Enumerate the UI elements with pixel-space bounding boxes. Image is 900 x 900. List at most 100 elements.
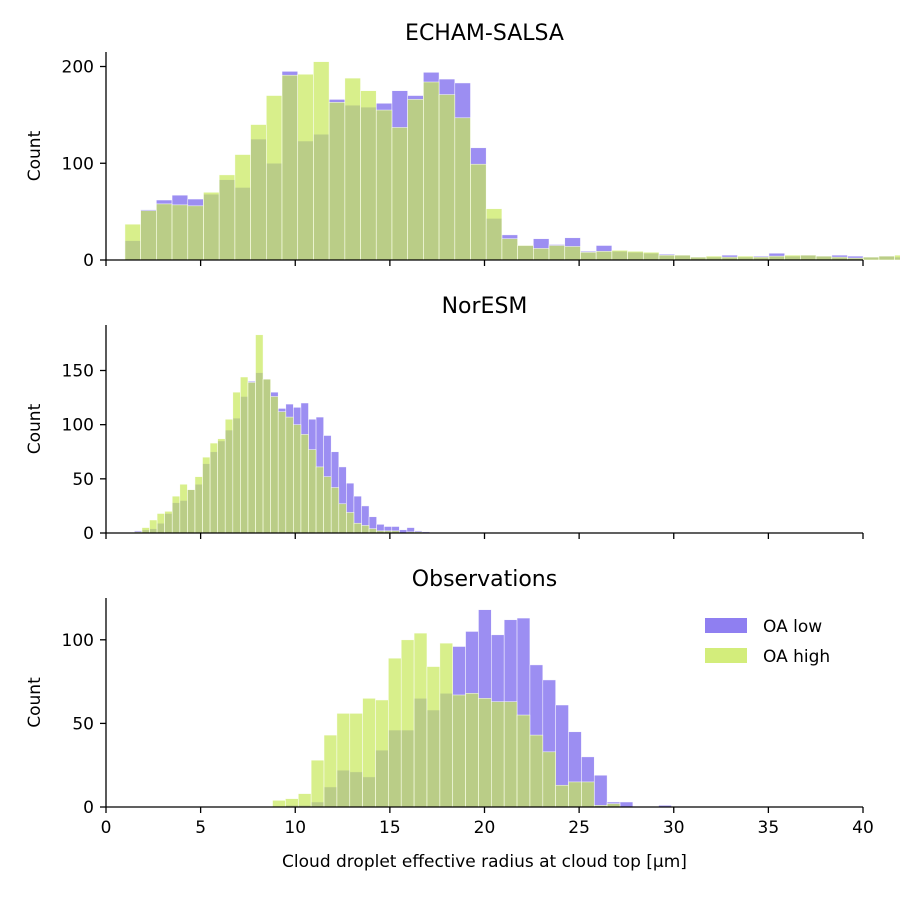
panel-3-bar-oa-high bbox=[413, 632, 428, 808]
panel-1-bar-oa-high bbox=[878, 255, 895, 261]
panel-1-bar-oa-high bbox=[894, 254, 900, 261]
panel-2-bar-oa-high bbox=[209, 442, 218, 534]
panel-3-bar-oa-high bbox=[465, 693, 479, 808]
panel-3-ylabel: Count bbox=[25, 677, 45, 728]
panel-2-bar-oa-high bbox=[361, 525, 370, 534]
panel-1-bar-oa-high bbox=[265, 95, 283, 261]
panel-1-bar-oa-high bbox=[423, 81, 440, 261]
panel-2-bar-oa-high bbox=[308, 449, 317, 534]
panel-1-bar-oa-high bbox=[580, 251, 597, 261]
panel-2-bar-oa-high bbox=[277, 411, 287, 534]
panel-1-y-tick-label: 100 bbox=[62, 154, 94, 174]
panel-1-bar-oa-high bbox=[658, 254, 675, 261]
panel-3-bar-oa-high bbox=[529, 734, 544, 808]
panel-3-bar-oa-high bbox=[542, 751, 556, 808]
panel-2-bar-oa-high bbox=[255, 334, 264, 534]
panel-3-bar-oa-low bbox=[593, 774, 608, 808]
panel-3-y-tick-label: 100 bbox=[62, 631, 94, 651]
panel-3-x-tick-label: 40 bbox=[852, 818, 874, 838]
panel-3-xlabel: Cloud droplet effective radius at cloud … bbox=[282, 852, 687, 872]
panel-1-bar-oa-high bbox=[156, 203, 173, 261]
panel-1-bar-oa-high bbox=[328, 102, 346, 261]
panel-3-bar-oa-high bbox=[516, 714, 531, 808]
panel-3-x-tick-label: 10 bbox=[284, 818, 306, 838]
panel-2-bar-oa-high bbox=[353, 522, 362, 534]
panel-3-bar-oa-high bbox=[310, 759, 325, 808]
panel-3-x-tick-label: 35 bbox=[758, 818, 780, 838]
panel-1-bar-oa-high bbox=[281, 74, 299, 261]
panel-1-bar-oa-high bbox=[391, 127, 408, 261]
panel-2-y-tick-label: 50 bbox=[72, 470, 94, 490]
panel-1-bar-oa-high bbox=[171, 204, 189, 261]
panel-3-x-tick-label: 0 bbox=[101, 818, 112, 838]
legend-label-oa-low: OA low bbox=[763, 617, 822, 637]
panel-3-x-tick-label: 30 bbox=[663, 818, 685, 838]
panel-1-bar-oa-high bbox=[784, 254, 801, 261]
panel-3-bar-oa-high bbox=[581, 781, 595, 808]
panel-2-bar-oa-high bbox=[315, 466, 324, 534]
panel-1-y-tick-label: 0 bbox=[83, 251, 94, 271]
panel-1-bar-oa-high bbox=[611, 250, 628, 261]
panel-1-bar-oa-high bbox=[517, 245, 534, 261]
panel-2-bar-oa-high bbox=[164, 511, 173, 534]
legend-label-oa-high: OA high bbox=[763, 647, 830, 667]
panel-1-title: ECHAM-SALSA bbox=[405, 21, 564, 46]
panel-2-bar-oa-high bbox=[187, 489, 196, 534]
panel-1-bar-oa-high bbox=[800, 254, 817, 261]
panel-1-bar-oa-high bbox=[548, 245, 566, 261]
panel-3-bar-oa-high bbox=[568, 781, 582, 808]
panel-1-bar-oa-high bbox=[485, 208, 503, 261]
panel-3-bar-oa-high bbox=[478, 698, 492, 808]
panel-2-y-tick-label: 0 bbox=[83, 524, 94, 544]
panel-3-bar-oa-high bbox=[400, 639, 415, 808]
panel-3-bar-oa-high bbox=[336, 713, 351, 808]
panel-1-bar-oa-high bbox=[218, 174, 236, 261]
panel-1-bar-oa-high bbox=[407, 99, 424, 261]
panel-1-bar-oa-high bbox=[375, 109, 393, 261]
panel-2-bar-oa-high bbox=[179, 483, 188, 534]
panel-3-bar-oa-high bbox=[503, 701, 518, 808]
panel-1-bar-oa-high bbox=[470, 163, 487, 261]
panel-3-bar-oa-high bbox=[297, 793, 312, 808]
panel-1-bar-oa-high bbox=[642, 251, 660, 261]
panel-1-bar-oa-high bbox=[627, 250, 644, 261]
panel-1-bar-oa-high bbox=[533, 248, 550, 261]
panel-1-bar-oa-high bbox=[344, 77, 361, 261]
panel-1-ylabel: Count bbox=[25, 130, 45, 181]
panel-3-bar-oa-high bbox=[491, 701, 505, 808]
panel-1-bar-oa-high bbox=[140, 210, 157, 261]
legend-swatch-oa-high bbox=[705, 648, 747, 663]
panel-3-bar-oa-high bbox=[426, 666, 441, 808]
legend-swatch-oa-low bbox=[705, 618, 747, 633]
panel-1-y-tick-label: 200 bbox=[62, 58, 94, 78]
panel-2-bar-oa-high bbox=[217, 438, 226, 534]
panel-2-bar-oa-high bbox=[300, 434, 309, 534]
panel-1-bar-oa-high bbox=[234, 154, 251, 261]
panel-2-bar-oa-high bbox=[141, 527, 150, 534]
panel-1-bar-oa-high bbox=[250, 124, 267, 261]
panel-3-bar-oa-high bbox=[323, 734, 338, 808]
panel-3-bar-oa-high bbox=[555, 784, 569, 808]
panel-1-bar-oa-high bbox=[501, 238, 518, 261]
panel-1-bar-oa-high bbox=[187, 205, 204, 261]
panel-3-x-tick-label: 15 bbox=[379, 818, 401, 838]
panel-2-bar-oa-high bbox=[149, 519, 158, 534]
panel-3-bar-oa-high bbox=[362, 698, 376, 808]
panel-1-bar-oa-high bbox=[124, 223, 141, 261]
panel-1-bar-oa-high bbox=[313, 61, 330, 261]
panel-2-bar-oa-high bbox=[202, 456, 211, 534]
panel-3-y-tick-label: 50 bbox=[72, 714, 94, 734]
panel-2-bar-oa-high bbox=[285, 416, 294, 534]
panel-2-ylabel: Count bbox=[25, 403, 45, 454]
panel-2-bar-oa-high bbox=[156, 513, 165, 534]
panel-2-title: NorESM bbox=[442, 294, 528, 319]
panel-1-bar-oa-high bbox=[595, 250, 613, 261]
panel-1-bar-oa-high bbox=[454, 117, 471, 261]
panel-3-bar-oa-high bbox=[375, 699, 389, 808]
panel-3-x-tick-label: 20 bbox=[474, 818, 496, 838]
panel-3-x-tick-label: 25 bbox=[568, 818, 590, 838]
panel-3-bar-oa-high bbox=[349, 713, 363, 808]
panel-1-bar-oa-high bbox=[564, 246, 581, 261]
